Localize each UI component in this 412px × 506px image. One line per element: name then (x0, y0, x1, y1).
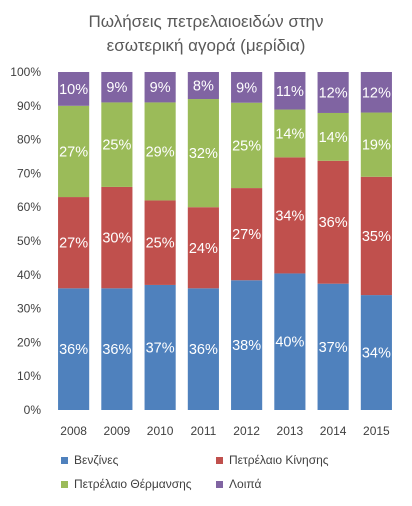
bar-segment (360, 176, 392, 296)
data-label: 14% (275, 126, 304, 142)
data-label: 38% (232, 338, 261, 354)
bar-segment (144, 200, 176, 285)
x-tick-label: 2011 (190, 424, 216, 438)
x-tick-label: 2015 (363, 424, 390, 438)
bar-segment (317, 112, 349, 161)
y-tick-label: 90% (17, 99, 41, 113)
y-tick-label: 60% (17, 200, 41, 214)
y-tick-label: 100% (10, 65, 41, 79)
bar-segment (274, 157, 306, 274)
data-label: 25% (232, 138, 261, 154)
bar-segment (101, 186, 133, 289)
legend-swatch (216, 481, 223, 488)
y-tick-label: 30% (17, 302, 41, 316)
bar-segment (58, 288, 90, 410)
bar-segment (317, 283, 349, 410)
y-tick-label: 50% (17, 234, 41, 248)
data-label: 37% (319, 340, 348, 356)
bar-segment (144, 284, 176, 410)
bar-segment (274, 109, 306, 158)
y-tick-label: 0% (24, 403, 42, 417)
legend-swatch (61, 457, 68, 464)
data-label: 34% (275, 208, 304, 224)
data-label: 36% (319, 215, 348, 231)
data-label: 14% (319, 130, 348, 146)
data-label: 34% (362, 346, 391, 362)
y-axis: 0% 10% 20% 30% 40% 50% 60% 70% 80% 90% 100% (10, 65, 41, 417)
x-tick-label: 2014 (320, 424, 347, 438)
data-label: 12% (362, 85, 391, 101)
y-tick-label: 80% (17, 133, 41, 147)
y-tick-label: 10% (17, 369, 41, 383)
legend-label: Πετρέλαιο Θέρμανσης (74, 477, 192, 491)
bar-segment (187, 288, 219, 410)
data-label: 10% (59, 82, 88, 98)
x-tick-label: 2012 (233, 424, 260, 438)
data-label: 35% (362, 229, 391, 245)
bar-segment (187, 99, 219, 208)
data-label: 25% (146, 236, 175, 252)
data-label: 11% (276, 84, 304, 100)
data-label: 19% (362, 138, 391, 154)
data-label: 27% (59, 236, 88, 252)
bar-segment (58, 72, 90, 106)
bar-segment (360, 295, 392, 410)
legend: Βενζίνες Πετρέλαιο Κίνησης Πετρέλαιο Θέρμα… (61, 453, 329, 491)
y-tick-label: 40% (17, 268, 41, 282)
x-tick-label: 2013 (277, 424, 304, 438)
data-label: 25% (102, 138, 131, 154)
data-label: 32% (189, 146, 218, 162)
bar-segment (187, 72, 219, 100)
legend-swatch (216, 457, 223, 464)
x-tick-label: 2009 (104, 424, 131, 438)
data-label: 29% (146, 144, 175, 160)
data-label: 9% (106, 80, 127, 96)
data-label: 27% (59, 144, 88, 160)
data-label: 24% (189, 241, 218, 257)
bar-segment (274, 72, 306, 110)
chart-title-line-1: Πωλήσεις πετρελαιοειδών στην (89, 12, 324, 31)
x-tick-label: 2008 (60, 424, 87, 438)
data-label: 37% (146, 340, 175, 356)
bar-segment (144, 102, 176, 201)
data-label: 9% (236, 80, 257, 96)
legend-label: Πετρέλαιο Κίνησης (229, 453, 329, 467)
data-label: 36% (59, 342, 88, 358)
bars: 36% 27% 27% 10% 36% 30% 25% 9% 37% 25% 29% 9% 36% 24%… (58, 72, 392, 410)
bar-segment (101, 288, 133, 410)
data-label: 40% (275, 335, 304, 351)
bar-segment (360, 72, 392, 113)
bar-segment (317, 72, 349, 113)
data-label: 8% (193, 79, 214, 95)
data-label: 9% (150, 80, 171, 96)
bar-segment (231, 102, 263, 189)
data-label: 36% (102, 342, 131, 358)
data-label: 36% (189, 342, 218, 358)
bar-segment (317, 160, 349, 284)
data-label: 30% (102, 231, 131, 247)
bar-segment (101, 102, 133, 187)
legend-label: Βενζίνες (74, 453, 119, 467)
bar-segment (231, 72, 263, 103)
bar-segment (187, 207, 219, 289)
x-tick-label: 2010 (147, 424, 174, 438)
bar-segment (144, 72, 176, 103)
data-label: 27% (232, 227, 261, 243)
x-axis: 2008 2009 2010 2011 2012 2013 2014 2015 (60, 424, 390, 438)
y-tick-label: 70% (17, 166, 41, 180)
bar-segment (274, 273, 306, 410)
bar-segment (101, 72, 133, 103)
bar-segment (231, 280, 263, 410)
y-tick-label: 20% (17, 335, 41, 349)
data-label: 12% (319, 85, 348, 101)
bar-segment (58, 105, 90, 198)
chart-title-line-2: εσωτερική αγορά (μερίδια) (107, 36, 306, 55)
bar-segment (58, 197, 90, 289)
legend-label: Λοιπά (229, 477, 261, 491)
legend-swatch (61, 481, 68, 488)
bar-segment (360, 112, 392, 177)
bar-segment (231, 188, 263, 281)
